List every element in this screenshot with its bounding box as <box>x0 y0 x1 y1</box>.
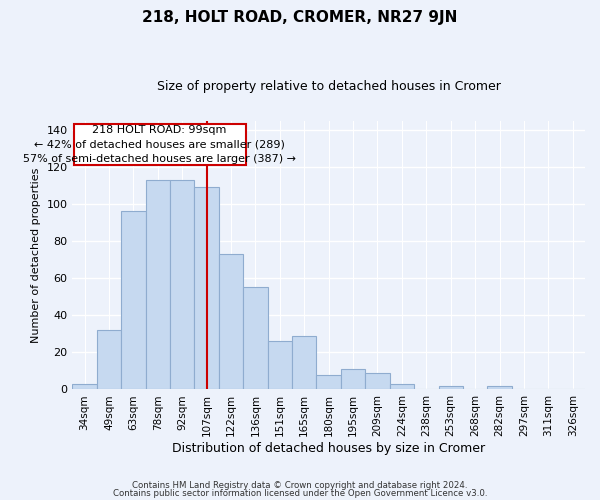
Bar <box>390 384 414 390</box>
Bar <box>439 386 463 390</box>
Bar <box>487 386 512 390</box>
Text: 218 HOLT ROAD: 99sqm
← 42% of detached houses are smaller (289)
57% of semi-deta: 218 HOLT ROAD: 99sqm ← 42% of detached h… <box>23 125 296 164</box>
Bar <box>194 188 219 390</box>
Bar <box>243 288 268 390</box>
Bar <box>365 373 390 390</box>
Bar <box>121 212 146 390</box>
Title: Size of property relative to detached houses in Cromer: Size of property relative to detached ho… <box>157 80 500 93</box>
Bar <box>97 330 121 390</box>
FancyBboxPatch shape <box>74 124 245 165</box>
Text: Contains HM Land Registry data © Crown copyright and database right 2024.: Contains HM Land Registry data © Crown c… <box>132 481 468 490</box>
Bar <box>341 369 365 390</box>
Bar <box>268 341 292 390</box>
Text: 218, HOLT ROAD, CROMER, NR27 9JN: 218, HOLT ROAD, CROMER, NR27 9JN <box>142 10 458 25</box>
X-axis label: Distribution of detached houses by size in Cromer: Distribution of detached houses by size … <box>172 442 485 455</box>
Bar <box>219 254 243 390</box>
Bar <box>146 180 170 390</box>
Bar <box>292 336 316 390</box>
Bar <box>73 384 97 390</box>
Y-axis label: Number of detached properties: Number of detached properties <box>31 168 41 342</box>
Bar <box>316 374 341 390</box>
Text: Contains public sector information licensed under the Open Government Licence v3: Contains public sector information licen… <box>113 488 487 498</box>
Bar <box>170 180 194 390</box>
